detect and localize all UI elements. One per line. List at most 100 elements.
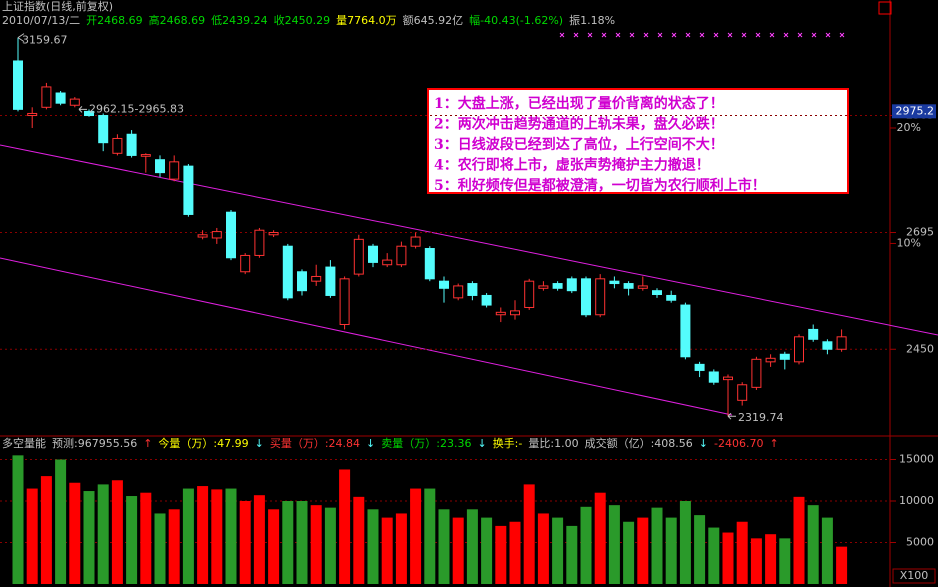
candle-body <box>410 236 421 247</box>
volume-bar <box>594 492 606 584</box>
candle-body <box>197 234 208 238</box>
volume-bar <box>253 495 265 584</box>
marker <box>839 32 845 38</box>
candle-body <box>566 278 577 292</box>
quote-item: 幅-40.43(-1.62%) <box>469 14 563 27</box>
candle-body <box>41 86 52 108</box>
candle-body <box>13 60 23 110</box>
marker <box>741 32 747 38</box>
volume-bar <box>736 521 748 584</box>
volume-bar <box>353 496 365 584</box>
note-line: 1：大盘上涨，已经出现了量价背离的状态了！ <box>434 95 724 112</box>
arrow <box>17 33 25 43</box>
volume-bar <box>452 517 464 584</box>
channel-upper <box>0 144 938 336</box>
marker <box>699 32 705 38</box>
volume-bar <box>523 484 535 584</box>
volume-bar <box>836 546 848 584</box>
quote-item: 振1.18% <box>569 13 615 27</box>
volume-bar <box>324 507 336 584</box>
candle-body <box>169 161 180 180</box>
candle-body <box>637 285 648 289</box>
marker <box>783 32 789 38</box>
stat-item: -2406.70 <box>714 437 763 450</box>
candle-body <box>495 311 506 316</box>
marker <box>587 32 593 38</box>
volume-bar <box>651 507 663 584</box>
quote-item: 开2468.69 <box>86 14 143 27</box>
candle-body <box>453 285 464 299</box>
volume-bar <box>750 538 762 584</box>
stat-item: 成交额（亿）:408.56 <box>585 436 693 450</box>
candle-body <box>254 229 265 256</box>
quote-item: 低2439.24 <box>211 14 268 27</box>
window-button[interactable] <box>878 1 892 15</box>
candle-body <box>808 328 819 340</box>
volume-bar <box>580 506 592 584</box>
candle-body <box>723 376 733 381</box>
marker <box>629 32 635 38</box>
candle-body <box>112 137 123 154</box>
marker <box>797 32 803 38</box>
candle-body <box>84 110 94 117</box>
volume-bar <box>779 538 791 584</box>
candle-body <box>297 271 307 292</box>
last-price-box <box>892 104 936 119</box>
volume-bar <box>821 517 833 584</box>
volume-bar <box>481 517 493 584</box>
candle-body <box>623 283 634 289</box>
volume-bar <box>126 496 138 584</box>
stat-item: 卖量（万）:23.36 <box>381 437 471 450</box>
arrow <box>727 412 736 420</box>
candle-body <box>581 278 591 316</box>
marker <box>559 32 565 38</box>
candle-body <box>240 254 251 273</box>
candle-body <box>765 357 776 363</box>
candle-body <box>666 294 677 301</box>
chart-title: 上证指数(日线,前复权) <box>2 0 113 13</box>
volume-bar <box>395 513 407 584</box>
volume-bar <box>807 505 819 584</box>
candle-body <box>69 98 80 106</box>
volume-bar <box>381 517 393 584</box>
candle-body <box>609 280 620 285</box>
volume-bar <box>296 501 308 584</box>
volume-bar <box>310 505 322 584</box>
volume-bar <box>708 527 720 584</box>
volume-bar <box>168 509 180 584</box>
volume-bar <box>26 488 38 584</box>
volume-bar <box>424 488 436 584</box>
y-tick-label: 15000 <box>899 453 934 466</box>
note-line: 2：两次冲击趋势通道的上轨未果，盘久必跌！ <box>434 116 724 133</box>
y-tick-label: 10000 <box>899 494 934 507</box>
volume-bar <box>466 509 478 584</box>
candle-body <box>751 358 762 388</box>
last-price-label: 2975.2 <box>896 104 935 117</box>
marker <box>825 32 831 38</box>
candle-body <box>155 159 165 174</box>
note-line: 5：利好频传但是都被澄清，一切皆为农行顺利上市！ <box>434 177 766 194</box>
volume-bar <box>679 501 691 584</box>
volume-bar <box>438 509 450 584</box>
stat-item: 量比:1.00 <box>528 437 578 450</box>
stat-item: 今量（万）:47.99 <box>158 436 248 450</box>
stat-item: 买量（万）:24.84 <box>270 437 360 450</box>
volume-bar <box>410 488 422 584</box>
candle-body <box>510 310 520 316</box>
stat-item: ↓ <box>699 437 708 450</box>
volume-bar <box>111 480 123 584</box>
candle-body <box>55 92 66 104</box>
candle-body <box>382 259 393 266</box>
stat-item: ↓ <box>255 437 264 450</box>
candle-body <box>368 245 378 263</box>
volume-bar <box>154 513 166 584</box>
volume-bar <box>367 509 379 584</box>
candle-body <box>794 336 804 363</box>
marker <box>811 32 817 38</box>
quote-item: 额645.92亿 <box>403 14 464 27</box>
volume-bar <box>339 469 351 584</box>
candle-body <box>140 154 151 157</box>
volume-bar <box>623 521 635 584</box>
volume-bar <box>509 521 521 584</box>
